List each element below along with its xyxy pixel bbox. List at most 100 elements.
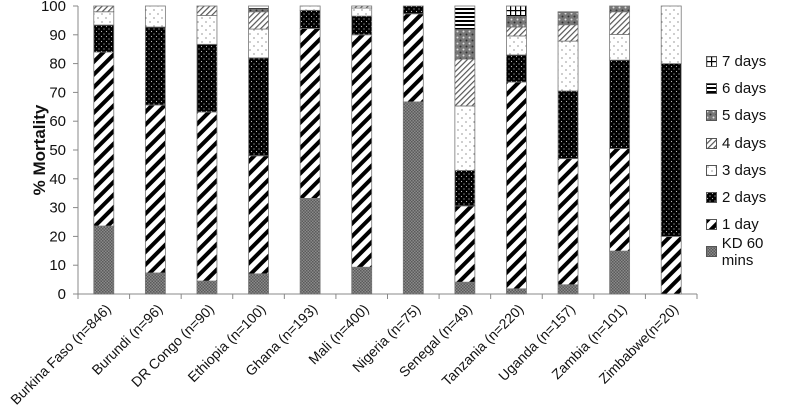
legend-label: 1 day	[722, 216, 759, 234]
legend-swatch-icon	[706, 83, 717, 95]
bar-segment	[93, 24, 115, 53]
y-tick-label: 0	[58, 286, 66, 303]
bars	[93, 5, 682, 295]
bar-segment	[454, 5, 476, 31]
y-tick-label: 80	[49, 56, 66, 73]
bar-segment	[93, 225, 115, 295]
bar-segment	[454, 170, 476, 207]
axes: 0 10 20 30 40 50 60 70 80 90 100	[41, 0, 698, 303]
bar-segment	[454, 281, 476, 295]
bar-segment	[248, 57, 269, 157]
y-tick-label: 70	[49, 84, 66, 101]
bar-segment	[609, 250, 631, 295]
bar-segment	[93, 5, 115, 13]
legend-item: 2 days	[706, 184, 797, 211]
bar-stack	[402, 5, 424, 295]
bar-stack	[506, 5, 527, 295]
bar-stack	[660, 5, 682, 295]
bar-segment	[248, 11, 269, 30]
y-tick-label: 60	[49, 113, 66, 130]
bar-segment	[248, 5, 269, 10]
x-tick-label: Burkina Faso (n=846)	[7, 301, 114, 408]
bar-segment	[299, 5, 321, 11]
legend-label: 2 days	[722, 189, 767, 207]
bar-segment	[196, 15, 218, 45]
legend-item: 5 days	[706, 102, 797, 129]
bar-segment	[660, 235, 682, 295]
bar-stack	[196, 5, 218, 295]
bar-segment	[506, 81, 527, 290]
legend-item: 4 days	[706, 130, 797, 157]
bar-segment	[609, 5, 631, 13]
y-tick-label: 90	[49, 27, 66, 44]
bar-segment	[557, 12, 579, 26]
bar-stack	[248, 5, 269, 295]
legend-item: 3 days	[706, 157, 797, 184]
legend-label: 6 days	[722, 80, 767, 98]
bar-segment	[454, 205, 476, 283]
bar-segment	[557, 158, 579, 286]
bar-segment	[506, 26, 527, 37]
legend-swatch-icon	[706, 192, 717, 204]
legend-item: 6 days	[706, 75, 797, 102]
bar-segment	[660, 63, 682, 237]
legend-item: 1 day	[706, 211, 797, 238]
bar-stack	[351, 5, 373, 295]
bar-stack	[144, 5, 166, 295]
legend-swatch-icon	[706, 110, 717, 122]
bar-segment	[609, 34, 631, 61]
bar-segment	[196, 5, 218, 16]
bar-segment	[144, 104, 166, 274]
bar-segment	[144, 26, 166, 106]
bar-segment	[299, 28, 321, 199]
bar-segment	[506, 35, 527, 56]
legend-swatch-icon	[706, 219, 717, 231]
bar-segment	[248, 8, 269, 13]
bar-segment	[454, 105, 476, 171]
legend-label: 7 days	[722, 53, 767, 71]
bar-segment	[351, 7, 373, 17]
bar-segment	[454, 58, 476, 107]
legend-label: KD 60 mins	[721, 234, 764, 269]
bar-stack	[557, 11, 579, 295]
bar-segment	[557, 40, 579, 92]
y-tick-label: 10	[49, 257, 66, 274]
bar-segment	[93, 51, 115, 227]
bar-stack	[609, 5, 631, 295]
bar-segment	[506, 5, 527, 17]
legend-label: 5 days	[722, 107, 767, 125]
bar-segment	[609, 11, 631, 35]
legend-swatch-icon	[706, 164, 717, 176]
bar-segment	[557, 284, 579, 295]
legend-swatch-icon	[706, 137, 717, 149]
legend-swatch-icon	[706, 56, 717, 68]
bar-segment	[248, 273, 269, 295]
legend-item: KD 60 mins	[706, 235, 797, 269]
bar-segment	[351, 34, 373, 268]
bar-segment	[557, 24, 579, 42]
bar-segment	[402, 13, 424, 103]
y-tick-label: 100	[41, 0, 66, 15]
bar-segment	[299, 197, 321, 295]
bar-segment	[609, 59, 631, 149]
legend-item: 7 days	[706, 48, 797, 75]
bar-segment	[402, 5, 424, 15]
bar-segment	[609, 148, 631, 252]
bar-segment	[351, 5, 373, 9]
legend-label: 3 days	[722, 161, 767, 179]
legend-label: 4 days	[722, 134, 767, 152]
bar-segment	[506, 15, 527, 28]
bar-segment	[351, 15, 373, 36]
legend-swatch-icon	[706, 246, 717, 258]
bar-segment	[93, 11, 115, 26]
bar-segment	[144, 5, 166, 28]
bar-segment	[196, 111, 218, 282]
x-axis-labels: Burkina Faso (n=846)Burundi (n=96)DR Con…	[7, 301, 681, 408]
bar-segment	[299, 9, 321, 29]
bar-segment	[248, 28, 269, 59]
y-tick-label: 40	[49, 171, 66, 188]
bar-segment	[557, 90, 579, 160]
bar-segment	[248, 155, 269, 275]
bar-segment	[144, 272, 166, 295]
